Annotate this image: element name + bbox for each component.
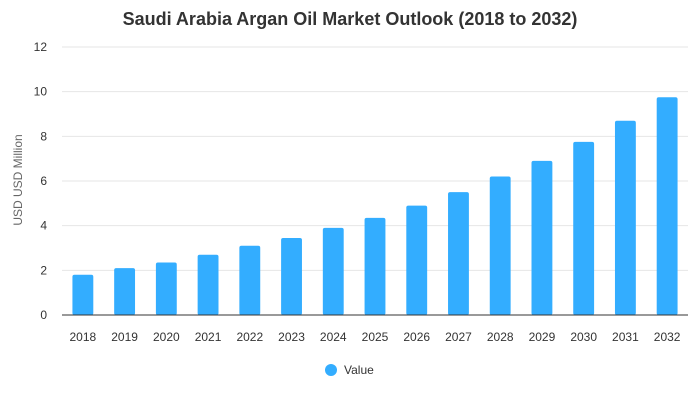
y-tick-label: 4 bbox=[40, 219, 47, 233]
bar-2029[interactable] bbox=[531, 160, 553, 315]
x-tick-label: 2031 bbox=[612, 330, 639, 344]
x-axis-ticks: 2018 2019 2020 2021 2022 2023 2024 2025 2026 2027… bbox=[70, 330, 681, 344]
bars bbox=[72, 97, 678, 315]
bar-2032[interactable] bbox=[656, 97, 678, 315]
x-tick-label: 2018 bbox=[70, 330, 97, 344]
bar-2022[interactable] bbox=[239, 245, 261, 315]
y-tick-label: 8 bbox=[40, 129, 47, 143]
bar-2027[interactable] bbox=[448, 192, 469, 315]
bar-2018[interactable] bbox=[72, 274, 94, 315]
legend-label-value: Value bbox=[344, 363, 374, 377]
x-tick-label: 2021 bbox=[195, 330, 222, 344]
x-tick-label: 2023 bbox=[278, 330, 305, 344]
x-tick-label: 2030 bbox=[570, 330, 597, 344]
x-tick-label: 2027 bbox=[445, 330, 472, 344]
x-tick-label: 2024 bbox=[320, 330, 347, 344]
bar-2030[interactable] bbox=[573, 141, 595, 315]
legend[interactable]: Value bbox=[325, 363, 374, 377]
bar-2021[interactable] bbox=[197, 254, 219, 315]
legend-swatch-value bbox=[325, 364, 337, 376]
bar-2031[interactable] bbox=[614, 120, 636, 315]
bar-2025[interactable] bbox=[364, 217, 386, 315]
chart-title: Saudi Arabia Argan Oil Market Outlook (2… bbox=[123, 9, 578, 29]
bar-2026[interactable] bbox=[406, 205, 428, 315]
y-tick-label: 12 bbox=[34, 40, 48, 54]
bar-2028[interactable] bbox=[489, 176, 511, 315]
y-axis-label: USD USD Million bbox=[11, 134, 25, 225]
x-tick-label: 2022 bbox=[236, 330, 263, 344]
x-tick-label: 2026 bbox=[403, 330, 430, 344]
x-tick-label: 2019 bbox=[111, 330, 138, 344]
bar-2023[interactable] bbox=[281, 237, 302, 315]
bar-2020[interactable] bbox=[155, 262, 177, 315]
x-tick-label: 2032 bbox=[654, 330, 681, 344]
y-axis-ticks: 0 2 4 6 8 10 12 bbox=[34, 40, 48, 322]
x-tick-label: 2020 bbox=[153, 330, 180, 344]
y-tick-label: 10 bbox=[34, 85, 48, 99]
x-tick-label: 2029 bbox=[529, 330, 556, 344]
x-tick-label: 2028 bbox=[487, 330, 514, 344]
bar-2019[interactable] bbox=[114, 268, 136, 315]
y-tick-label: 2 bbox=[40, 263, 47, 277]
x-tick-label: 2025 bbox=[362, 330, 389, 344]
bar-2024[interactable] bbox=[322, 227, 344, 315]
y-tick-label: 0 bbox=[40, 308, 47, 322]
y-tick-label: 6 bbox=[40, 174, 47, 188]
